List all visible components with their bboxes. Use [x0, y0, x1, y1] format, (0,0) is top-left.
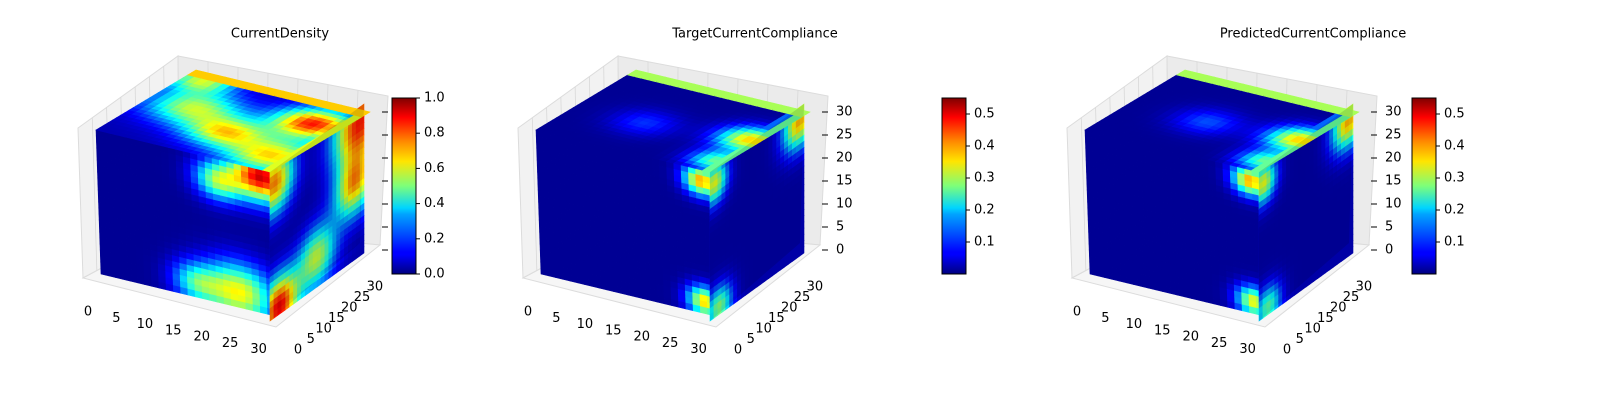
y-tick-label: 5 [747, 332, 755, 347]
colorbar-tick-label: 0.0 [424, 267, 445, 282]
x-tick-label: 0 [524, 305, 532, 320]
x-tick-label: 30 [250, 342, 267, 357]
colorbar-tick-label: 0.2 [974, 203, 995, 218]
colorbar-tick-label: 0.5 [974, 107, 995, 122]
y-tick-label: 5 [1296, 332, 1304, 347]
z-tick-label: 25 [836, 128, 853, 143]
colorbar-tick-label: 0.4 [424, 196, 445, 211]
colorbar-tick-label: 0.4 [974, 139, 995, 154]
z-tick-label: 30 [836, 105, 853, 120]
colorbar: 0.1 0.2 0.3 0.4 0.5 [1412, 98, 1465, 274]
colorbar-tick-label: 0.6 [424, 161, 445, 176]
y-tick-label: 0 [294, 343, 302, 358]
y-tick-label: 30 [807, 280, 824, 295]
colorbar-gradient [1412, 98, 1436, 274]
y-tick-label: 0 [1283, 343, 1291, 358]
x-tick-label: 5 [1101, 311, 1109, 326]
x-tick-label: 0 [84, 305, 92, 320]
z-tick-label: 10 [1385, 197, 1402, 212]
chart-title: CurrentDensity [231, 27, 330, 42]
z-tick-label: 10 [836, 197, 853, 212]
x-tick-label: 15 [1154, 323, 1171, 338]
z-tick-label: 15 [1385, 174, 1402, 189]
x-tick-label: 25 [1211, 336, 1228, 351]
colorbar-tick-label: 1.0 [424, 91, 445, 106]
x-tick-label: 15 [605, 323, 622, 338]
x-tick-label: 20 [193, 330, 210, 345]
x-tick-label: 10 [1126, 317, 1143, 332]
x-tick-label: 30 [1239, 342, 1256, 357]
colorbar-tick-label: 0.1 [974, 235, 995, 250]
x-tick-label: 10 [137, 317, 154, 332]
y-tick-label: 30 [1356, 280, 1373, 295]
colorbar-tick-label: 0.3 [1444, 171, 1465, 186]
y-tick-label: 30 [367, 280, 384, 295]
x-tick-label: 25 [222, 336, 239, 351]
colorbar-gradient [942, 98, 966, 274]
z-tick-label: 20 [836, 151, 853, 166]
z-tick-label: 20 [1385, 151, 1402, 166]
z-tick-label: 5 [836, 220, 844, 235]
x-tick-label: 20 [633, 330, 650, 345]
colorbar-gradient [392, 98, 416, 274]
colorbar-tick-label: 0.2 [424, 231, 445, 246]
colorbar: 0.1 0.2 0.3 0.4 0.5 [942, 98, 995, 274]
colorbar-tick-label: 0.4 [1444, 139, 1465, 154]
z-tick-label: 15 [836, 174, 853, 189]
chart-title: PredictedCurrentCompliance [1220, 27, 1406, 42]
colorbar-tick-label: 0.1 [1444, 235, 1465, 250]
colorbar-tick-label: 0.3 [974, 171, 995, 186]
z-tick-label: 30 [1385, 105, 1402, 120]
x-tick-label: 15 [165, 323, 182, 338]
x-tick-label: 20 [1182, 330, 1199, 345]
colorbar-tick-label: 0.8 [424, 126, 445, 141]
colorbar-tick-label: 0.2 [1444, 203, 1465, 218]
x-tick-label: 10 [577, 317, 594, 332]
chart-title: TargetCurrentCompliance [671, 27, 838, 42]
x-tick-label: 5 [112, 311, 120, 326]
z-tick-label: 25 [1385, 128, 1402, 143]
z-tick-label: 5 [1385, 220, 1393, 235]
y-tick-label: 5 [307, 332, 315, 347]
z-tick-label: 0 [836, 243, 844, 258]
colorbar: 0.0 0.2 0.4 0.6 0.8 1.0 [392, 91, 445, 282]
y-tick-label: 0 [734, 343, 742, 358]
x-tick-label: 0 [1073, 305, 1081, 320]
colorbar-tick-label: 0.5 [1444, 107, 1465, 122]
x-tick-label: 30 [690, 342, 707, 357]
x-tick-label: 25 [662, 336, 679, 351]
x-tick-label: 5 [552, 311, 560, 326]
z-tick-label: 0 [1385, 243, 1393, 258]
